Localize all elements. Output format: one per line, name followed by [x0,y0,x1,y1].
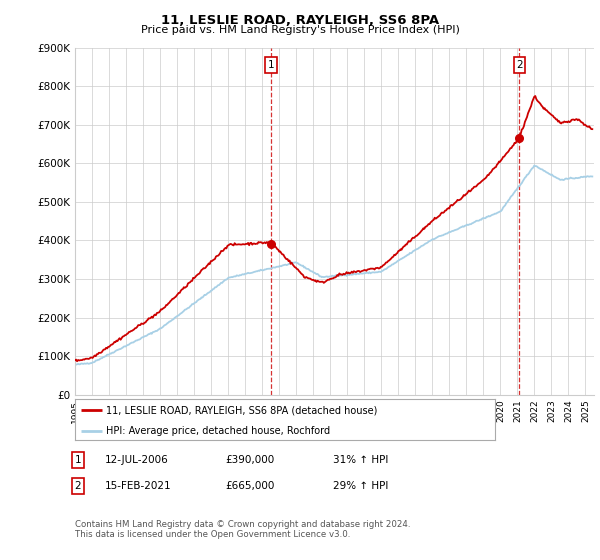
Text: 1: 1 [74,455,82,465]
Text: 11, LESLIE ROAD, RAYLEIGH, SS6 8PA: 11, LESLIE ROAD, RAYLEIGH, SS6 8PA [161,14,439,27]
Text: 11, LESLIE ROAD, RAYLEIGH, SS6 8PA (detached house): 11, LESLIE ROAD, RAYLEIGH, SS6 8PA (deta… [107,405,378,415]
Text: £390,000: £390,000 [225,455,274,465]
Text: 2: 2 [74,481,82,491]
Text: HPI: Average price, detached house, Rochford: HPI: Average price, detached house, Roch… [107,426,331,436]
Text: 12-JUL-2006: 12-JUL-2006 [105,455,169,465]
Text: 31% ↑ HPI: 31% ↑ HPI [333,455,388,465]
Text: Price paid vs. HM Land Registry's House Price Index (HPI): Price paid vs. HM Land Registry's House … [140,25,460,35]
Text: 15-FEB-2021: 15-FEB-2021 [105,481,172,491]
Text: 1: 1 [268,60,275,70]
Text: 29% ↑ HPI: 29% ↑ HPI [333,481,388,491]
Text: £665,000: £665,000 [225,481,274,491]
Text: Contains HM Land Registry data © Crown copyright and database right 2024.
This d: Contains HM Land Registry data © Crown c… [75,520,410,539]
Text: 2: 2 [516,60,523,70]
